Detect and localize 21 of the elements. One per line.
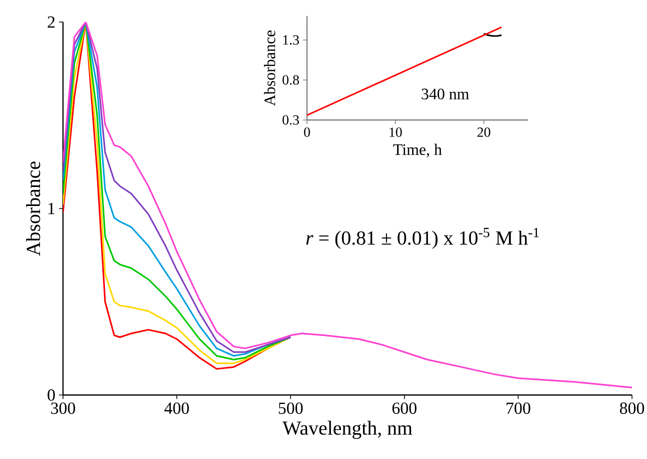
y-tick-label: 1.3 xyxy=(283,35,299,45)
y-axis-title: Absorbance xyxy=(264,30,276,106)
y-tick-label: 0.3 xyxy=(282,115,299,125)
x-tick-label: 400 xyxy=(164,402,189,414)
y-tick-label: 2 xyxy=(48,16,55,28)
x-axis-title: Time, h xyxy=(393,144,442,158)
y-tick-label: 0.8 xyxy=(282,75,299,85)
annotation: 340 nm xyxy=(422,88,470,100)
x-tick-label: 600 xyxy=(392,402,416,414)
x-tick-label: 10 xyxy=(390,128,402,137)
x-tick-label: 500 xyxy=(278,402,303,414)
x-tick-label: 800 xyxy=(620,402,644,414)
x-tick-label: 0 xyxy=(304,128,310,137)
x-axis-title: Wavelength, nm xyxy=(282,420,412,439)
y-tick-label: 1 xyxy=(48,202,54,214)
annotation: r = (0.81 ± 0.01) x 10$^{-5}$ M h$^{-1}$ xyxy=(306,228,539,249)
y-tick-label: 0 xyxy=(48,389,55,401)
x-tick-label: 700 xyxy=(506,402,530,414)
x-tick-label: 300 xyxy=(51,402,76,414)
y-axis-title: Absorbance xyxy=(26,162,40,256)
x-tick-label: 20 xyxy=(477,128,490,137)
